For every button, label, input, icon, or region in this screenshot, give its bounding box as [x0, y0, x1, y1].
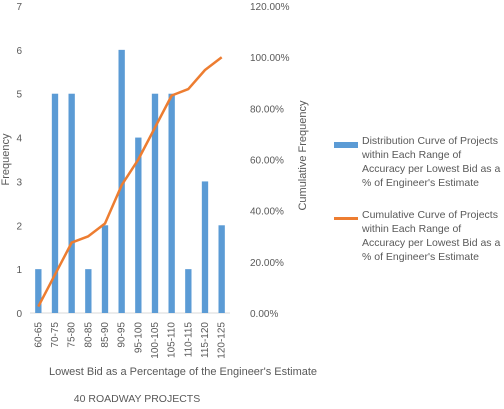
right-tick-label: 60.00%	[250, 156, 284, 167]
right-tick-label: 80.00%	[250, 104, 284, 115]
bar	[101, 225, 109, 313]
legend-label-cumulative: Cumulative Curve of Projects within Each…	[362, 209, 501, 263]
left-tick-label: 7	[16, 2, 22, 13]
left-tick-label: 5	[16, 90, 22, 101]
y-axis-label-right: Cumulative Frequency	[297, 100, 309, 211]
bar	[218, 225, 225, 313]
bar	[68, 93, 75, 313]
legend: Distribution Curve of Projects within Ea…	[334, 134, 502, 282]
legend-label-distribution: Distribution Curve of Projects within Ea…	[362, 135, 501, 189]
bar	[35, 269, 42, 313]
right-tick-label: 120.00%	[250, 2, 290, 13]
bar	[51, 93, 59, 313]
x-tick-label: 110-115	[183, 322, 194, 358]
legend-swatch-bar	[334, 142, 358, 148]
x-axis-label: Lowest Bid as a Percentage of the Engine…	[49, 366, 317, 378]
bar	[135, 137, 142, 313]
x-tick-label: 120-125	[217, 322, 228, 359]
x-tick-label: 70-75	[50, 322, 61, 348]
left-tick-label: 2	[16, 221, 22, 232]
bar-series	[35, 49, 225, 313]
bar	[201, 181, 209, 313]
bar	[85, 269, 92, 313]
y-axis-label-left: Frequency	[0, 133, 12, 185]
right-tick-label: 40.00%	[250, 207, 284, 218]
right-tick-label: 20.00%	[250, 258, 284, 269]
x-tick-label: 75-80	[67, 322, 78, 348]
right-tick-label: 100.00%	[250, 53, 290, 64]
bar	[118, 49, 125, 313]
cumulative-line	[37, 56, 223, 308]
legend-item-distribution: Distribution Curve of Projects within Ea…	[334, 134, 502, 190]
legend-swatch-line	[334, 217, 358, 220]
left-tick-label: 4	[16, 134, 22, 145]
left-tick-label: 1	[16, 265, 22, 276]
x-tick-label: 60-65	[33, 322, 44, 348]
x-tick-label: 80-85	[83, 322, 94, 348]
x-tick-label: 85-90	[100, 322, 111, 348]
x-tick-label: 115-120	[200, 322, 211, 358]
chart-subtitle: 40 ROADWAY PROJECTS	[74, 393, 200, 404]
x-axis-ticks: 60-65 70-75 75-80 80-85 85-90 90-95 95-100 100-…	[33, 322, 227, 359]
right-tick-label: 0.00%	[250, 309, 278, 320]
x-tick-label: 100-105	[150, 322, 161, 359]
left-tick-label: 6	[16, 46, 22, 57]
left-tick-label: 3	[16, 177, 22, 188]
left-tick-label: 0	[16, 309, 22, 320]
x-tick-label: 105-110	[167, 322, 178, 358]
right-axis-ticks: 0.00% 20.00% 40.00% 60.00% 80.00% 100.00% 120.…	[250, 2, 290, 320]
bar	[185, 269, 192, 313]
left-axis-ticks: 0 1 2 3 4 5 6 7	[16, 2, 22, 320]
legend-item-cumulative: Cumulative Curve of Projects within Each…	[334, 208, 502, 264]
bar	[168, 93, 175, 313]
x-tick-label: 90-95	[117, 322, 128, 348]
bar	[151, 93, 159, 313]
x-tick-label: 95-100	[133, 322, 144, 354]
